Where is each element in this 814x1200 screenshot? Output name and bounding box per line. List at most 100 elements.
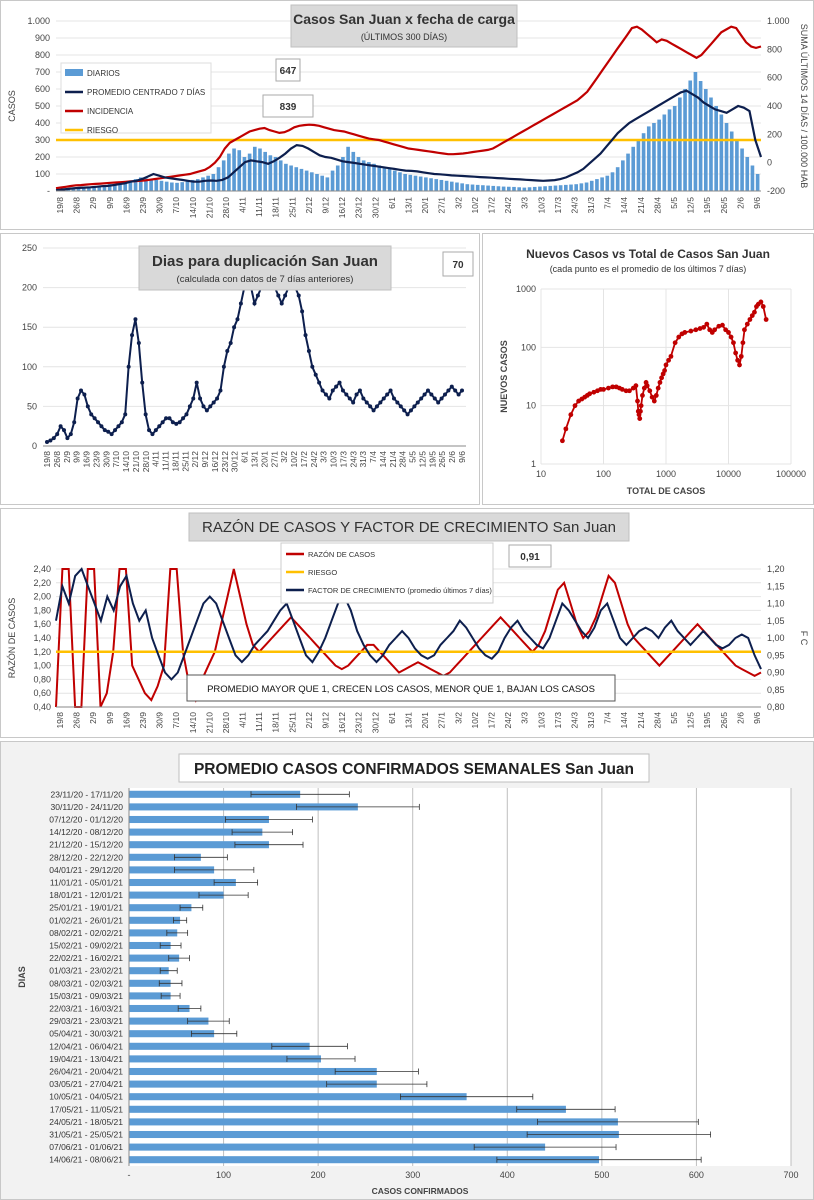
legend-box [280,542,494,604]
point-duplicacion [408,408,413,413]
bar-semana [129,815,269,824]
legend-entry: FACTOR DE CRECIMIENTO (promedio últimos … [308,586,492,595]
y-tick-label: 500 [35,101,50,111]
x-tick-label: 14/4 [378,451,388,468]
bar-diarios [180,182,185,191]
bar-diarios [605,175,610,191]
point-duplicacion [204,408,209,413]
y-right-tick-label: 1,05 [767,616,785,626]
line-factor [55,567,762,681]
bar-diarios [434,179,439,191]
point-duplicacion [187,404,192,409]
bar-semana [129,1055,321,1063]
x-tick-label: 2/9 [62,451,72,463]
x-tick-label: 12/5 [686,197,696,214]
point-duplicacion [191,396,196,401]
scatter-point [668,353,674,359]
annotation-box [442,251,474,277]
y-right-axis-label: F C [799,631,809,646]
x-tick-label: 7/10 [171,197,181,214]
point-duplicacion [313,372,318,377]
bar-diarios [216,167,221,191]
x-tick-label: 3/2 [453,712,463,724]
point-duplicacion [429,392,434,397]
y-right-tick-label: 0,85 [767,685,785,695]
y-tick-label: 2,40 [33,564,51,574]
scatter-point [747,317,753,322]
bar-diarios [413,175,418,191]
x-tick-label: 21/4 [388,451,398,468]
point-duplicacion [113,428,118,433]
y-tick-label: 0,80 [33,674,51,684]
scatter-point [659,375,664,381]
x-tick-label: 700 [783,1170,798,1180]
scatter-point [728,334,734,340]
point-duplicacion [136,341,141,346]
bar-semana [129,941,171,950]
bar-diarios [553,185,558,191]
legend-entry: INCIDENCIA [87,107,134,116]
category-label: 12/04/21 - 06/04/21 [49,1041,123,1051]
x-tick-label: 300 [405,1170,420,1180]
x-tick-label: 30/12 [370,197,380,219]
point-duplicacion [357,388,362,393]
bar-semana [129,828,263,836]
x-tick-label: 19/8 [55,712,65,729]
category-label: 05/04/21 - 30/03/21 [49,1029,123,1039]
annotation-box [508,544,552,568]
bar-diarios [501,186,506,191]
scatter-point [651,398,657,404]
bar-diarios [102,185,107,191]
scatter-point [657,380,663,385]
bar-diarios [356,157,361,191]
x-tick-label: 24/2 [503,197,513,214]
bar-semana [129,1080,377,1088]
x-tick-label: 13/1 [404,712,414,729]
y-axis-label: CASOS [7,90,17,122]
x-tick-label: 14/4 [619,197,629,214]
legend-entry: RIESGO [87,126,118,135]
x-tick-label: 30/12 [370,712,380,734]
category-label: 22/03/21 - 16/03/21 [49,1004,123,1014]
bar-semana [129,1042,310,1050]
point-duplicacion [460,388,464,393]
bar-diarios [460,183,464,191]
point-duplicacion [48,438,53,443]
x-tick-label: 3/3 [319,451,329,463]
point-duplicacion [232,325,237,330]
legend-entry: DIARIOS [87,69,120,78]
point-duplicacion [300,309,305,314]
x-tick-label: 14/10 [121,451,131,473]
y-right-tick-label: 1,10 [767,599,785,609]
x-tick-label: 23/9 [91,451,101,468]
point-duplicacion [130,333,135,338]
y-right-tick-label: 0,95 [767,650,785,660]
bar-diarios [268,155,273,191]
point-duplicacion [419,396,424,401]
y-tick-label: 800 [35,50,50,60]
category-label: 10/05/21 - 04/05/21 [49,1092,123,1102]
bar-diarios [569,184,573,191]
y-tick-label: 1,20 [33,647,51,657]
x-tick-label: 19/5 [427,451,437,468]
point-duplicacion [82,392,87,397]
bar-diarios [118,182,122,191]
bar-diarios [475,184,480,191]
bar-diarios [641,133,646,191]
x-tick-label: 500 [594,1170,609,1180]
bar-diarios [195,179,200,191]
chart-razon: 0,40 0,60 0,80 1,00 1,20 1,40 1,60 1,80 2,00 2,20… [7,512,809,734]
x-tick-label: 5/5 [408,451,418,463]
bar-diarios [138,177,143,191]
point-duplicacion [320,388,325,393]
point-duplicacion [310,364,315,369]
x-tick-label: 9/6 [752,197,762,209]
bar-diarios [335,165,340,191]
point-duplicacion [327,396,332,401]
x-tick-label: 9/12 [200,451,210,468]
category-label: 14/06/21 - 08/06/21 [49,1155,123,1165]
x-tick-label: 24/2 [309,451,319,468]
x-tick-label: 100 [596,469,611,479]
bar-diarios [128,180,133,191]
bar-diarios [652,123,656,191]
